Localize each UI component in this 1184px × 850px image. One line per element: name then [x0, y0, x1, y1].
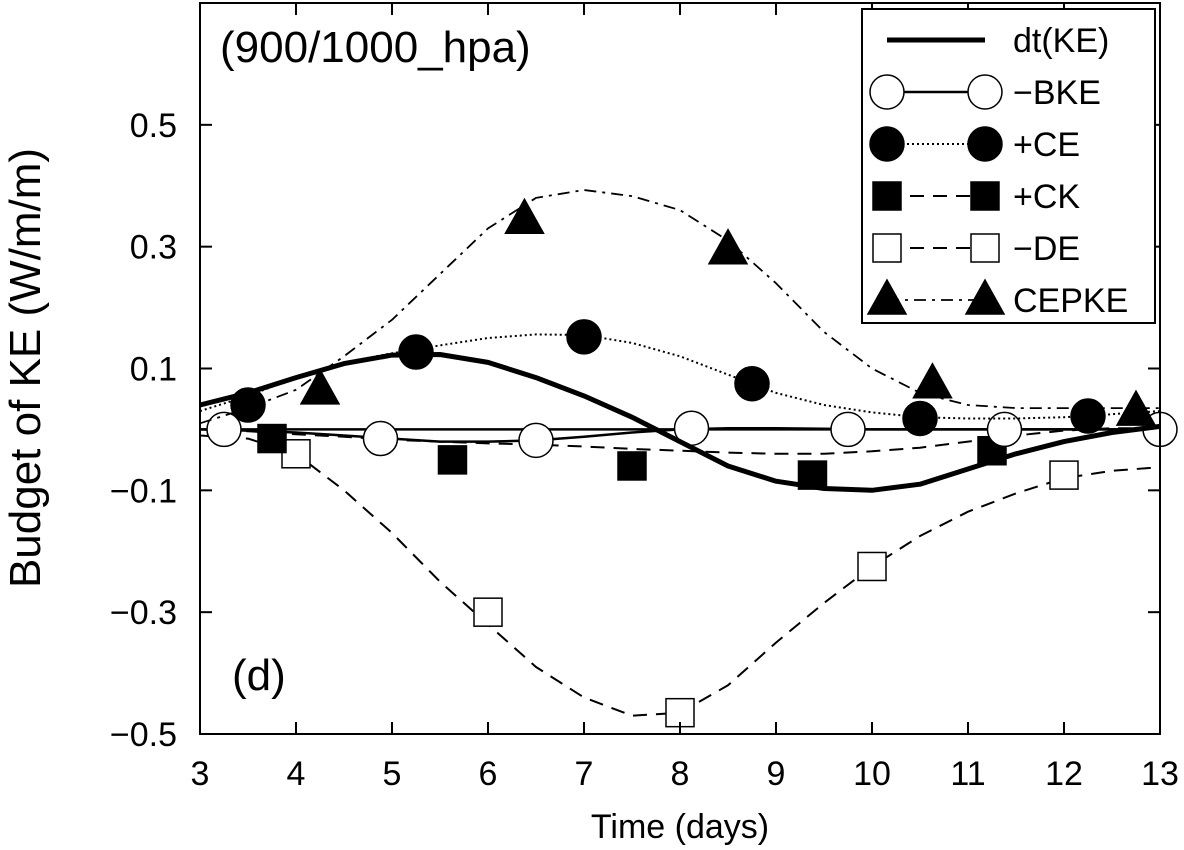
marker-cepke: [299, 368, 341, 405]
y-axis-label: Budget of KE (W/m/m): [1, 148, 50, 588]
series-line-cepke: [199, 189, 1160, 425]
marker-de: [281, 439, 311, 469]
chart-title: (900/1000_hpa): [220, 23, 531, 72]
legend-label-cepke: CEPKE: [1013, 282, 1128, 320]
y-tick-label: 0.3: [130, 229, 177, 267]
legend-marker-de: [970, 233, 1000, 263]
legend-marker-de: [872, 233, 902, 263]
series-line-de: [199, 434, 1161, 717]
legend-marker-bke: [869, 74, 905, 110]
y-tick-label: −0.5: [110, 716, 177, 754]
legend-marker-ce: [869, 126, 905, 162]
marker-ce: [398, 334, 434, 370]
marker-de: [473, 597, 503, 627]
legend-marker-ce: [967, 126, 1003, 162]
legend-label-de: −DE: [1013, 230, 1080, 268]
marker-cepke: [504, 197, 545, 235]
x-tick-label: 12: [1045, 755, 1083, 793]
axis-layer: 3 4 5 6 7 8 9 10 11 12 13 −0.5 −0.3 −0.1 0.1 0.3 0.5: [110, 3, 1179, 793]
legend: dt(KE) −BKE +CE +CK −DE CEPKE: [861, 8, 1156, 324]
plot-layer: [199, 189, 1178, 728]
x-tick-label: 3: [191, 755, 210, 793]
x-tick-label: 13: [1141, 755, 1179, 793]
marker-ce: [734, 365, 770, 402]
legend-marker-cepke: [964, 278, 1006, 315]
legend-box: [861, 8, 1156, 324]
legend-label-bke: −BKE: [1013, 74, 1101, 112]
x-tick-label: 6: [479, 755, 498, 793]
x-tick-label: 8: [671, 755, 690, 793]
x-tick-label: 5: [383, 755, 402, 793]
x-tick-label: 10: [853, 755, 891, 793]
legend-marker-ck: [872, 181, 902, 211]
marker-ce: [902, 400, 938, 437]
legend-marker-cepke: [866, 278, 908, 315]
y-tick-label: −0.1: [110, 472, 177, 510]
legend-marker-ck: [970, 181, 1000, 211]
marker-cepke: [912, 362, 953, 399]
marker-bke: [986, 411, 1023, 448]
legend-label-dtke: dt(KE): [1013, 22, 1109, 60]
marker-ck: [437, 445, 468, 475]
x-tick-label: 11: [950, 755, 985, 793]
marker-de: [857, 551, 887, 582]
marker-ce: [566, 319, 602, 355]
marker-cepke: [1115, 389, 1157, 426]
x-tick-label: 4: [287, 755, 306, 793]
x-tick-label: 7: [575, 755, 594, 793]
marker-cepke: [707, 228, 749, 265]
marker-de: [1049, 460, 1079, 490]
legend-label-ce: +CE: [1013, 126, 1080, 164]
y-tick-label: 0.5: [130, 107, 177, 145]
marker-bke: [206, 411, 242, 448]
marker-ce: [1070, 398, 1106, 434]
y-tick-label: −0.3: [110, 594, 177, 632]
series-line-ce: [199, 333, 1161, 420]
x-tick-label: 9: [767, 755, 786, 793]
marker-ck: [617, 451, 647, 481]
y-tick-label: 0.1: [130, 351, 177, 389]
marker-ck: [257, 423, 287, 454]
marker-bke: [362, 420, 399, 457]
legend-marker-bke: [967, 74, 1003, 110]
legend-label-ck: +CK: [1013, 178, 1080, 216]
series-line-dtke: [199, 352, 1161, 493]
marker-bke: [518, 422, 554, 459]
x-axis-label: Time (days): [591, 808, 769, 846]
marker-bke: [830, 411, 866, 448]
panel-label: (d): [232, 651, 286, 700]
